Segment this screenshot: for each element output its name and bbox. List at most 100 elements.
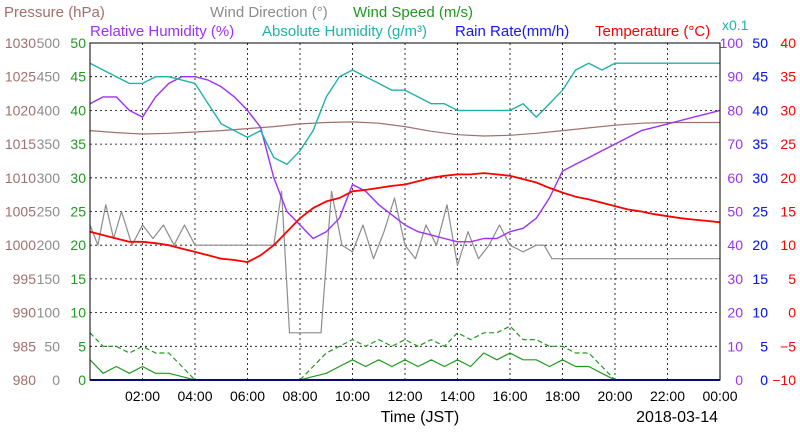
pressure-tick-label: 1025 — [5, 69, 36, 85]
wind_speed-tick-label: 0 — [78, 372, 86, 388]
temp-tick-label: 10 — [780, 237, 796, 253]
wind_speed-axis-title: Wind Speed (m/s) — [353, 4, 473, 21]
x-tick-label: 18:00 — [545, 388, 580, 404]
abs_hum-tick-label: 10 — [752, 305, 768, 321]
wind_speed-series-line — [89, 352, 720, 381]
wind_dir-tick-label: 50 — [44, 338, 60, 354]
wind_speed-tick-label: 45 — [70, 69, 86, 85]
temp-tick-label: 25 — [780, 136, 796, 152]
rel_hum-axis-title: Relative Humidity (%) — [90, 23, 234, 40]
abs_hum-tick-label: 50 — [752, 35, 768, 51]
temp-series-line — [89, 172, 721, 264]
axis-titles: Pressure (hPa) Wind Direction (°) Wind Spe… — [4, 4, 749, 40]
abs_hum-tick-label: 5 — [760, 338, 768, 354]
rel_hum-tick-label: 50 — [727, 204, 743, 220]
wind_dir-tick-label: 150 — [37, 271, 61, 287]
abs_hum-tick-label: 40 — [752, 102, 768, 118]
rel_hum-tick-label: 100 — [720, 35, 744, 51]
rel_hum-tick-label: 30 — [727, 271, 743, 287]
rain-tick-label: 15 — [752, 271, 768, 287]
axes-layer: 02:00 04:00 06:00 08:00 10:00 12:00 14:00 16:00… — [5, 35, 796, 404]
wind_speed-tick-label: 5 — [78, 338, 86, 354]
pressure-tick-label: 1030 — [5, 35, 36, 51]
rel_hum-tick-label: 0 — [735, 372, 743, 388]
x-tick-label: 12:00 — [387, 388, 422, 404]
abs_hum-tick-label: 15 — [752, 271, 768, 287]
rel_hum-tick-label: 10 — [727, 338, 743, 354]
rain-tick-label: 45 — [752, 69, 768, 85]
date-label: 2018-03-14 — [636, 409, 718, 426]
x-tick-label: 08:00 — [282, 388, 317, 404]
wind_speed-tick-label: 50 — [70, 35, 86, 51]
temp-tick-label: −5 — [780, 338, 796, 354]
wind_speed-tick-label: 15 — [70, 271, 86, 287]
pressure-tick-label: 990 — [13, 305, 37, 321]
rel_hum-tick-label: 20 — [727, 305, 743, 321]
temp-tick-label: 40 — [780, 35, 796, 51]
x-tick-label: 04:00 — [177, 388, 212, 404]
pressure-series-line — [89, 121, 720, 137]
abs_hum-axis-title: Absolute Humidity (g/m³) — [262, 23, 427, 40]
abs_hum-tick-label: 30 — [752, 170, 768, 186]
rel_hum-series-line — [89, 75, 721, 243]
abs_hum-series-line — [89, 62, 720, 166]
wind_dir-tick-label: 100 — [37, 305, 61, 321]
rel_hum-tick-label: 80 — [727, 102, 743, 118]
rain-tick-label: 20 — [752, 237, 768, 253]
wind_dir-series-line — [89, 190, 720, 334]
abs-hum-scale-note: x0.1 — [722, 17, 749, 33]
wind_dir-tick-label: 350 — [37, 136, 61, 152]
temp-tick-label: −10 — [772, 372, 796, 388]
wind_dir-tick-label: 500 — [37, 35, 61, 51]
pressure-tick-label: 1015 — [5, 136, 36, 152]
wind_dir-tick-label: 0 — [52, 372, 60, 388]
rain-axis-title: Rain Rate(mm/h) — [455, 23, 569, 40]
temp-axis-title: Temperature (°C) — [595, 23, 710, 40]
wind_dir-tick-label: 300 — [37, 170, 61, 186]
x-tick-label: 14:00 — [440, 388, 475, 404]
temp-tick-label: 15 — [780, 204, 796, 220]
pressure-tick-label: 980 — [13, 372, 37, 388]
wind_dir-tick-label: 250 — [37, 204, 61, 220]
x-tick-label: 02:00 — [125, 388, 160, 404]
wind_speed-tick-label: 20 — [70, 237, 86, 253]
rel_hum-tick-label: 70 — [727, 136, 743, 152]
x-tick-label: 06:00 — [230, 388, 265, 404]
pressure-axis-title: Pressure (hPa) — [4, 4, 105, 21]
wind_dir-tick-label: 200 — [37, 237, 61, 253]
x-tick-label: 20:00 — [597, 388, 632, 404]
x-tick-label: 16:00 — [492, 388, 527, 404]
x-tick-label: 22:00 — [650, 388, 685, 404]
temp-tick-label: 20 — [780, 170, 796, 186]
temp-tick-label: 0 — [788, 305, 796, 321]
wind_speed-tick-label: 25 — [70, 204, 86, 220]
rain-tick-label: 0 — [760, 372, 768, 388]
pressure-tick-label: 1010 — [5, 170, 36, 186]
x-tick-label: 00:00 — [702, 388, 737, 404]
pressure-tick-label: 1005 — [5, 204, 36, 220]
abs_hum-tick-label: 35 — [752, 136, 768, 152]
pressure-tick-label: 1020 — [5, 102, 36, 118]
wind_dir-tick-label: 450 — [37, 69, 61, 85]
rel_hum-tick-label: 60 — [727, 170, 743, 186]
temp-tick-label: 35 — [780, 69, 796, 85]
rain-tick-label: 10 — [752, 305, 768, 321]
pressure-tick-label: 985 — [13, 338, 37, 354]
abs_hum-tick-label: 25 — [752, 204, 768, 220]
rain-tick-label: 30 — [752, 170, 768, 186]
abs_hum-tick-label: 0 — [760, 372, 768, 388]
rel_hum-tick-label: 40 — [727, 237, 743, 253]
grid-lines — [90, 43, 720, 380]
wind_speed-tick-label: 30 — [70, 170, 86, 186]
x-axis-label: Time (JST) — [381, 409, 460, 426]
wind_speed-tick-label: 10 — [70, 305, 86, 321]
rel_hum-tick-label: 90 — [727, 69, 743, 85]
rain-tick-label: 40 — [752, 102, 768, 118]
rain-tick-label: 25 — [752, 204, 768, 220]
abs_hum-tick-label: 20 — [752, 237, 768, 253]
rain-tick-label: 50 — [752, 35, 768, 51]
wind_speed-tick-label: 40 — [70, 102, 86, 118]
pressure-tick-label: 995 — [13, 271, 37, 287]
abs_hum-tick-label: 45 — [752, 69, 768, 85]
